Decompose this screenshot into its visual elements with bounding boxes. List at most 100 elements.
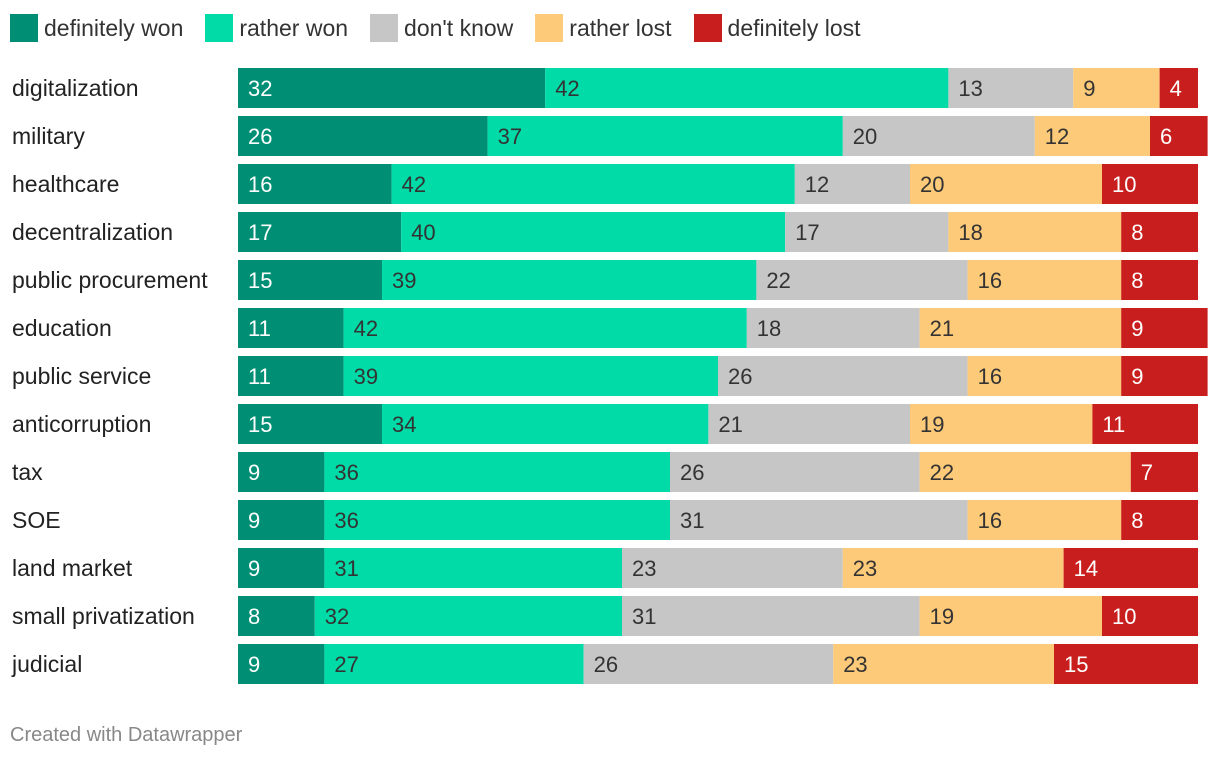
category-label-judicial: judicial — [11, 651, 82, 677]
bar-decentralization-definitely-lost — [1121, 212, 1198, 252]
data-label-public-procurement-definitely-lost: 8 — [1131, 268, 1143, 293]
bar-education-don-t-know — [746, 308, 920, 348]
bar-small-privatization-definitely-won — [238, 596, 315, 636]
data-label-tax-don-t-know: 26 — [680, 460, 704, 485]
category-label-land-market: land market — [12, 555, 133, 581]
bar-soe-definitely-won — [238, 500, 325, 540]
data-label-land-market-rather-lost: 23 — [853, 556, 877, 581]
legend-label-rather-won: rather won — [239, 14, 349, 41]
data-label-public-service-definitely-won: 11 — [248, 364, 271, 389]
data-label-education-rather-lost: 21 — [930, 316, 954, 341]
bar-education-rather-lost — [919, 308, 1122, 348]
bar-public-service-don-t-know — [718, 356, 968, 396]
bar-small-privatization-definitely-lost — [1102, 596, 1198, 636]
data-label-digitalization-rather-lost: 9 — [1083, 76, 1095, 101]
bar-military-definitely-lost — [1150, 116, 1208, 156]
data-label-soe-rather-lost: 16 — [978, 508, 1002, 533]
data-label-digitalization-don-t-know: 13 — [958, 76, 982, 101]
data-label-judicial-rather-lost: 23 — [843, 652, 867, 677]
data-label-public-service-definitely-lost: 9 — [1131, 364, 1143, 389]
category-label-tax: tax — [12, 459, 43, 485]
bar-decentralization-rather-won — [401, 212, 786, 252]
bar-anticorruption-definitely-lost — [1092, 404, 1198, 444]
bar-healthcare-rather-lost — [910, 164, 1102, 204]
data-label-judicial-don-t-know: 26 — [594, 652, 618, 677]
bar-tax-rather-won — [324, 452, 670, 492]
bar-tax-definitely-won — [238, 452, 325, 492]
data-label-small-privatization-definitely-won: 8 — [248, 604, 260, 629]
data-label-anticorruption-definitely-lost: 11 — [1102, 412, 1125, 437]
bar-healthcare-definitely-won — [238, 164, 392, 204]
bar-soe-rather-lost — [967, 500, 1122, 540]
data-label-digitalization-rather-won: 42 — [555, 76, 579, 101]
bar-education-rather-won — [343, 308, 747, 348]
data-label-public-service-rather-lost: 16 — [978, 364, 1002, 389]
legend-label-dont-know: don't know — [404, 14, 514, 41]
bar-digitalization-rather-lost — [1073, 68, 1160, 108]
data-label-public-procurement-definitely-won: 15 — [248, 268, 272, 293]
category-label-anticorruption: anticorruption — [12, 411, 151, 437]
bar-decentralization-definitely-won — [238, 212, 402, 252]
bar-small-privatization-don-t-know — [622, 596, 920, 636]
bar-military-don-t-know — [842, 116, 1035, 156]
data-label-small-privatization-definitely-lost: 10 — [1112, 604, 1136, 629]
data-label-military-don-t-know: 20 — [853, 124, 877, 149]
bar-military-rather-lost — [1034, 116, 1150, 156]
bar-digitalization-rather-won — [545, 68, 949, 108]
bar-anticorruption-don-t-know — [708, 404, 910, 444]
bar-digitalization-definitely-won — [238, 68, 546, 108]
data-label-healthcare-rather-lost: 20 — [920, 172, 944, 197]
chart-legend: definitely won rather won don't know rat… — [10, 12, 883, 44]
bar-healthcare-rather-won — [391, 164, 795, 204]
bar-land-market-rather-lost — [842, 548, 1064, 588]
category-label-public-service: public service — [12, 363, 151, 389]
data-label-education-definitely-lost: 9 — [1131, 316, 1143, 341]
bar-judicial-rather-won — [324, 644, 584, 684]
bar-public-service-definitely-won — [238, 356, 344, 396]
bar-land-market-don-t-know — [622, 548, 843, 588]
data-label-public-procurement-don-t-know: 22 — [766, 268, 790, 293]
data-label-public-procurement-rather-won: 39 — [392, 268, 416, 293]
data-label-digitalization-definitely-lost: 4 — [1170, 76, 1182, 101]
bar-small-privatization-rather-won — [314, 596, 622, 636]
data-label-tax-rather-lost: 22 — [930, 460, 954, 485]
data-label-military-rather-lost: 12 — [1045, 124, 1069, 149]
data-label-decentralization-rather-lost: 18 — [958, 220, 982, 245]
data-label-healthcare-definitely-lost: 10 — [1112, 172, 1136, 197]
data-label-small-privatization-rather-lost: 19 — [930, 604, 954, 629]
bar-judicial-definitely-won — [238, 644, 325, 684]
footer-credit: Created with Datawrapper — [10, 724, 243, 746]
data-label-public-service-don-t-know: 26 — [728, 364, 752, 389]
data-label-military-definitely-won: 26 — [248, 124, 272, 149]
data-label-education-definitely-won: 11 — [248, 316, 271, 341]
category-label-public-procurement: public procurement — [12, 267, 208, 293]
data-label-soe-don-t-know: 31 — [680, 508, 704, 533]
bar-military-rather-won — [487, 116, 843, 156]
legend-swatch-definitely-lost — [693, 14, 722, 42]
bar-soe-rather-won — [324, 500, 670, 540]
data-label-small-privatization-rather-won: 32 — [325, 604, 349, 629]
bar-public-procurement-definitely-won — [238, 260, 382, 300]
data-label-land-market-definitely-lost: 14 — [1074, 556, 1098, 581]
data-label-judicial-rather-won: 27 — [334, 652, 358, 677]
bar-public-procurement-definitely-lost — [1121, 260, 1198, 300]
bar-decentralization-rather-lost — [948, 212, 1122, 252]
bar-anticorruption-rather-won — [382, 404, 709, 444]
data-label-anticorruption-definitely-won: 15 — [248, 412, 272, 437]
data-label-anticorruption-don-t-know: 21 — [718, 412, 742, 437]
data-label-healthcare-definitely-won: 16 — [248, 172, 272, 197]
legend-item-rather-won: rather won — [205, 14, 348, 42]
bar-anticorruption-definitely-won — [238, 404, 382, 444]
bar-military-definitely-won — [238, 116, 488, 156]
legend-swatch-rather-won — [205, 14, 234, 42]
bar-small-privatization-rather-lost — [919, 596, 1102, 636]
legend-label-definitely-won: definitely won — [44, 14, 184, 41]
bar-public-procurement-rather-lost — [967, 260, 1122, 300]
data-label-soe-definitely-lost: 8 — [1131, 508, 1143, 533]
category-label-decentralization: decentralization — [12, 219, 173, 245]
data-label-healthcare-rather-won: 42 — [402, 172, 426, 197]
data-label-digitalization-definitely-won: 32 — [248, 76, 272, 101]
bar-public-procurement-don-t-know — [756, 260, 968, 300]
bar-public-service-rather-won — [343, 356, 718, 396]
